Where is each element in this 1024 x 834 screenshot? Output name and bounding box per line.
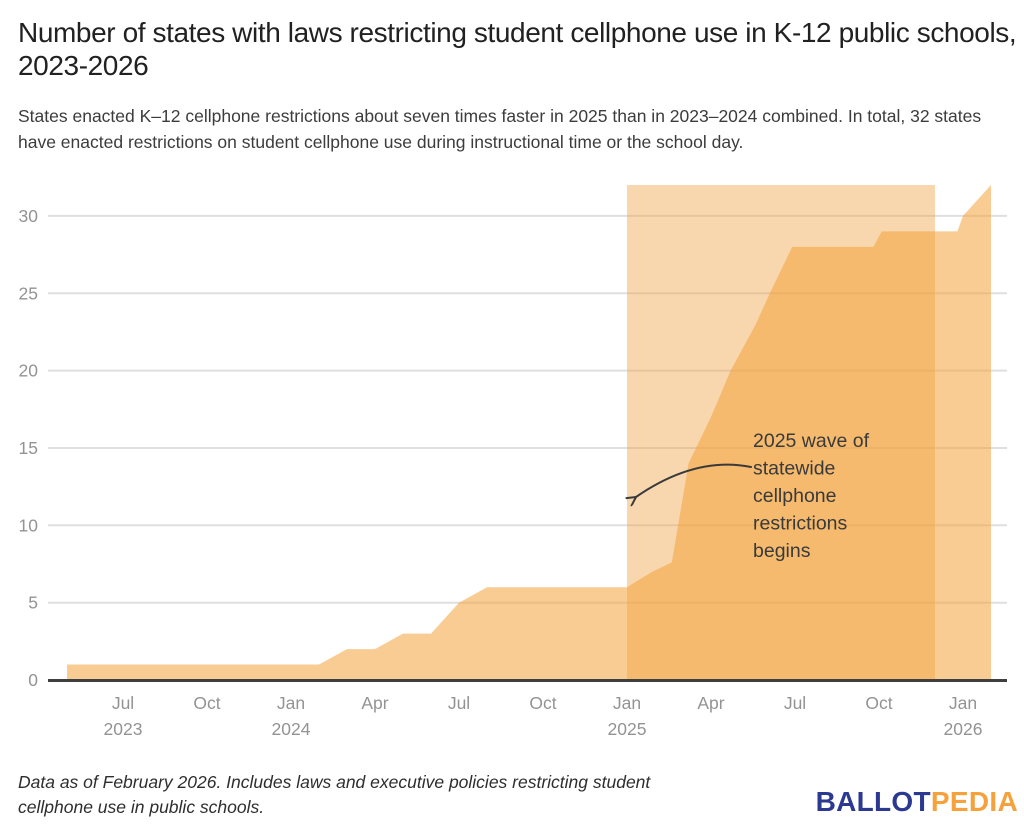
y-axis-label-30: 30 (19, 206, 39, 226)
x-axis-month-label: Oct (193, 693, 220, 713)
ballotpedia-logo: BALLOTPEDIA (816, 786, 1018, 818)
x-axis-year-label: 2025 (608, 719, 647, 739)
annotation-line-5: begins (753, 540, 811, 562)
chart-title: Number of states with laws restricting s… (18, 17, 1017, 81)
x-axis-month-label: Jan (613, 693, 641, 713)
y-axis-label-20: 20 (19, 361, 39, 381)
x-axis-year-label: 2023 (104, 719, 143, 739)
x-axis-month-label: Apr (361, 693, 388, 713)
y-axis-label-5: 5 (28, 593, 38, 613)
x-axis-month-label: Jul (112, 693, 134, 713)
x-axis-year-label: 2024 (272, 719, 311, 739)
x-axis-month-label: Apr (697, 693, 724, 713)
x-axis-month-label: Jul (784, 693, 806, 713)
chart-subtitle: States enacted K–12 cellphone restrictio… (18, 106, 982, 152)
y-axis-label-10: 10 (19, 515, 39, 535)
y-axis-label-25: 25 (19, 283, 38, 303)
x-axis-month-label: Oct (865, 693, 892, 713)
y-axis-label-0: 0 (28, 670, 38, 690)
annotation-line-1: 2025 wave of (753, 430, 870, 452)
x-axis-month-label: Jan (277, 693, 305, 713)
states-area-series (67, 185, 991, 680)
annotation-line-4: restrictions (753, 513, 848, 535)
source-note: Data as of February 2026. Includes laws … (18, 772, 651, 817)
logo-ballot-text: BALLOT (815, 786, 931, 817)
y-axis-label-15: 15 (19, 438, 38, 458)
annotation-arrow (636, 463, 752, 497)
annotation-line-3: cellphone (753, 485, 836, 507)
x-axis-month-label: Jul (448, 693, 470, 713)
x-axis-year-label: 2026 (944, 719, 983, 739)
logo-pedia-text: PEDIA (930, 786, 1018, 817)
annotation-line-2: statewide (753, 458, 835, 480)
x-axis-month-label: Oct (529, 693, 556, 713)
x-axis-month-label: Jan (949, 693, 977, 713)
